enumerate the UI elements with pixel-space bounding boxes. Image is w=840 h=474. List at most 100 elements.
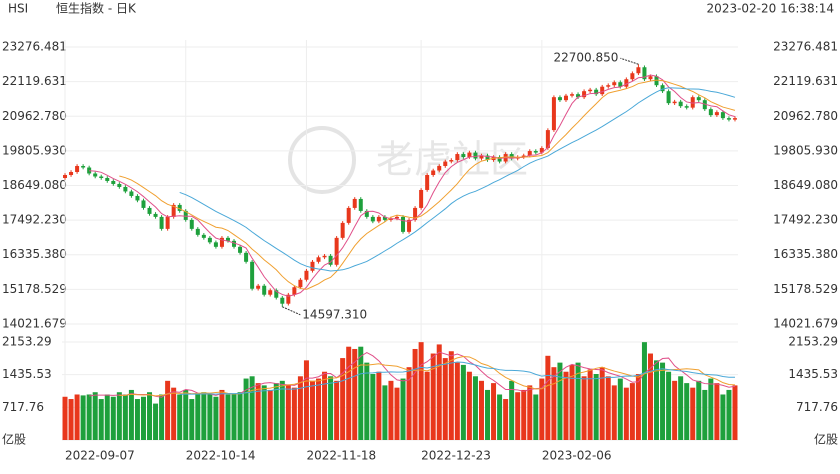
volume-bar	[527, 385, 533, 440]
volume-bar	[86, 394, 92, 440]
candle-body	[213, 242, 218, 247]
y-tick-label: 23276.481	[2, 40, 67, 54]
volume-ma-line	[89, 351, 736, 398]
y-tick-label-right: 15178.529	[773, 282, 838, 296]
candle-body	[225, 237, 230, 241]
candle-body	[684, 106, 689, 108]
candle-body	[473, 152, 478, 159]
candle-body	[87, 167, 92, 174]
annotation: 22700.850	[554, 51, 619, 65]
volume-bar	[690, 387, 696, 440]
candle-body	[551, 97, 556, 131]
volume-bar	[62, 396, 68, 440]
volume-bar	[334, 380, 340, 440]
volume-bar	[533, 394, 539, 440]
y-tick-label: 19805.930	[2, 143, 67, 157]
volume-bar	[587, 369, 593, 440]
volume-bar	[720, 394, 726, 440]
ma-line	[119, 79, 736, 290]
candle-body	[455, 154, 460, 161]
volume-bar	[165, 380, 171, 440]
candle-body	[401, 216, 406, 232]
candle-body	[606, 85, 611, 87]
volume-bar	[140, 396, 146, 440]
candle-body	[690, 97, 695, 108]
annotation: 14597.310	[302, 307, 367, 321]
volume-bar	[110, 396, 116, 440]
candle-body	[485, 155, 490, 161]
watermark: 老虎社区	[376, 138, 528, 182]
candle-body	[732, 118, 737, 120]
x-tick-label: 2022-11-18	[306, 449, 376, 463]
volume-bar	[485, 389, 491, 440]
volume-bar	[358, 346, 364, 440]
candle-body	[624, 79, 629, 87]
candle-body	[262, 285, 267, 295]
volume-bar	[183, 389, 189, 440]
y-tick-label-right: 22119.631	[773, 74, 838, 88]
x-tick-label: 2022-09-07	[65, 449, 135, 463]
candle-body	[618, 82, 623, 87]
volume-bar	[491, 383, 497, 440]
candle-body	[630, 73, 635, 80]
y-tick-label-right: 18649.080	[773, 178, 838, 192]
candle-body	[696, 97, 701, 101]
candle-body	[310, 261, 315, 271]
candle-body	[563, 95, 568, 101]
volume-tick-label-right: 亿股	[814, 432, 838, 447]
candle-body	[244, 252, 249, 262]
volume-bar	[207, 394, 213, 440]
candle-body	[123, 186, 128, 192]
y-tick-label: 14021.679	[2, 317, 67, 331]
candle-body	[105, 177, 110, 181]
candle-body	[63, 174, 68, 178]
volume-bar	[267, 389, 273, 440]
volume-bar	[430, 353, 436, 440]
volume-bar	[635, 374, 641, 440]
watermark-logo	[288, 126, 356, 194]
volume-bar	[153, 403, 159, 440]
volume-bar	[623, 387, 629, 440]
volume-bar	[599, 367, 605, 440]
candle-body	[419, 189, 424, 208]
volume-bar	[122, 394, 128, 440]
candle-body	[654, 76, 659, 86]
volume-bar	[436, 344, 442, 440]
volume-bar	[273, 383, 279, 440]
volume-bar	[177, 394, 183, 440]
volume-bar	[678, 376, 684, 440]
candle-body	[666, 91, 671, 104]
candle-body	[678, 101, 683, 107]
candle-body	[642, 67, 647, 80]
candle-body	[714, 112, 719, 116]
candle-body	[286, 294, 291, 304]
candle-body	[382, 216, 387, 220]
volume-bar	[322, 371, 328, 440]
volume-bar	[159, 394, 165, 440]
volume-bar	[189, 399, 195, 440]
candle-body	[298, 279, 303, 288]
candle-body	[588, 89, 593, 92]
volume-bar	[370, 374, 376, 440]
y-tick-label-right: 19805.930	[773, 143, 838, 157]
candle-body	[195, 228, 200, 235]
volume-bar	[328, 376, 334, 440]
volume-ma-line	[179, 361, 735, 395]
candle-body	[431, 170, 436, 175]
volume-bar	[563, 371, 569, 440]
volume-bar	[551, 367, 557, 440]
ma-line	[179, 87, 736, 272]
candle-body	[539, 148, 544, 153]
candle-body	[364, 210, 369, 217]
volume-bar	[726, 389, 732, 440]
volume-bar	[418, 342, 424, 440]
volume-bar	[696, 380, 702, 440]
candle-body	[461, 154, 466, 158]
volume-bar	[388, 380, 394, 440]
candle-body	[171, 204, 176, 217]
candle-body	[660, 85, 665, 92]
candle-body	[129, 191, 134, 196]
annotation-leader	[620, 57, 639, 65]
candle-body	[557, 97, 562, 101]
volume-bar	[213, 396, 219, 440]
